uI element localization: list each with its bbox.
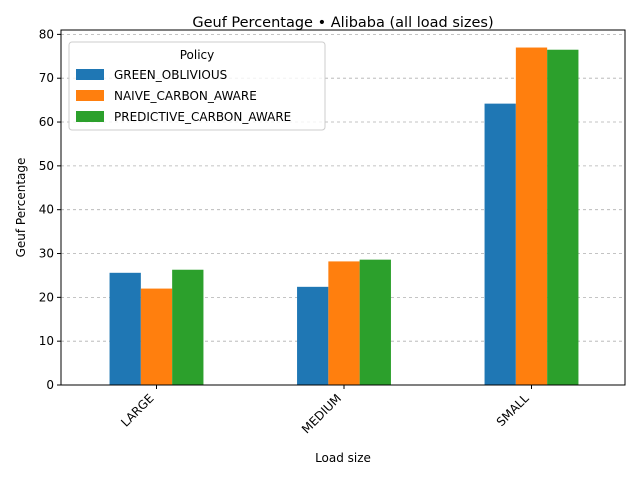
bar — [140, 288, 173, 385]
legend-entry: NAIVE_CARBON_AWARE — [114, 89, 257, 103]
legend-swatch — [76, 69, 104, 80]
bars — [109, 47, 579, 386]
bar — [297, 286, 329, 385]
y-tick-label: 10 — [39, 334, 54, 348]
x-axis-label: Load size — [315, 451, 371, 465]
bar — [109, 272, 141, 385]
legend: Policy GREEN_OBLIVIOUS NAIVE_CARBON_AWARE… — [68, 41, 326, 131]
chart-title: Geuf Percentage • Alibaba (all load size… — [192, 15, 493, 31]
legend-title: Policy — [180, 48, 215, 62]
x-tick-label: LARGE — [118, 391, 156, 429]
x-tick-label: MEDIUM — [299, 391, 344, 436]
y-tick-label: 60 — [39, 115, 54, 129]
y-tick-label: 70 — [39, 71, 54, 85]
y-axis-label: Geuf Percentage — [14, 158, 28, 258]
y-tick-label: 0 — [46, 378, 54, 392]
bar — [547, 49, 579, 385]
plot-frame — [60, 29, 626, 386]
y-tick-label: 80 — [39, 27, 54, 41]
y-tick-label: 30 — [39, 247, 54, 261]
bar — [172, 269, 204, 385]
legend-box — [68, 41, 326, 131]
legend-entry: PREDICTIVE_CARBON_AWARE — [114, 110, 291, 124]
y-tick-label: 40 — [39, 203, 54, 217]
bar — [359, 259, 391, 385]
bar — [515, 47, 548, 386]
legend-entry: GREEN_OBLIVIOUS — [114, 68, 227, 82]
y-tick-label: 50 — [39, 159, 54, 173]
bar — [484, 103, 516, 385]
legend-swatch — [76, 111, 104, 122]
y-tick-label: 20 — [39, 290, 54, 304]
y-axis: 0 10 20 30 40 50 60 70 80 — [39, 27, 61, 392]
x-tick-label: SMALL — [494, 391, 532, 429]
bar — [328, 261, 360, 385]
legend-swatch — [76, 90, 104, 101]
x-axis: LARGE MEDIUM SMALL — [118, 385, 532, 436]
